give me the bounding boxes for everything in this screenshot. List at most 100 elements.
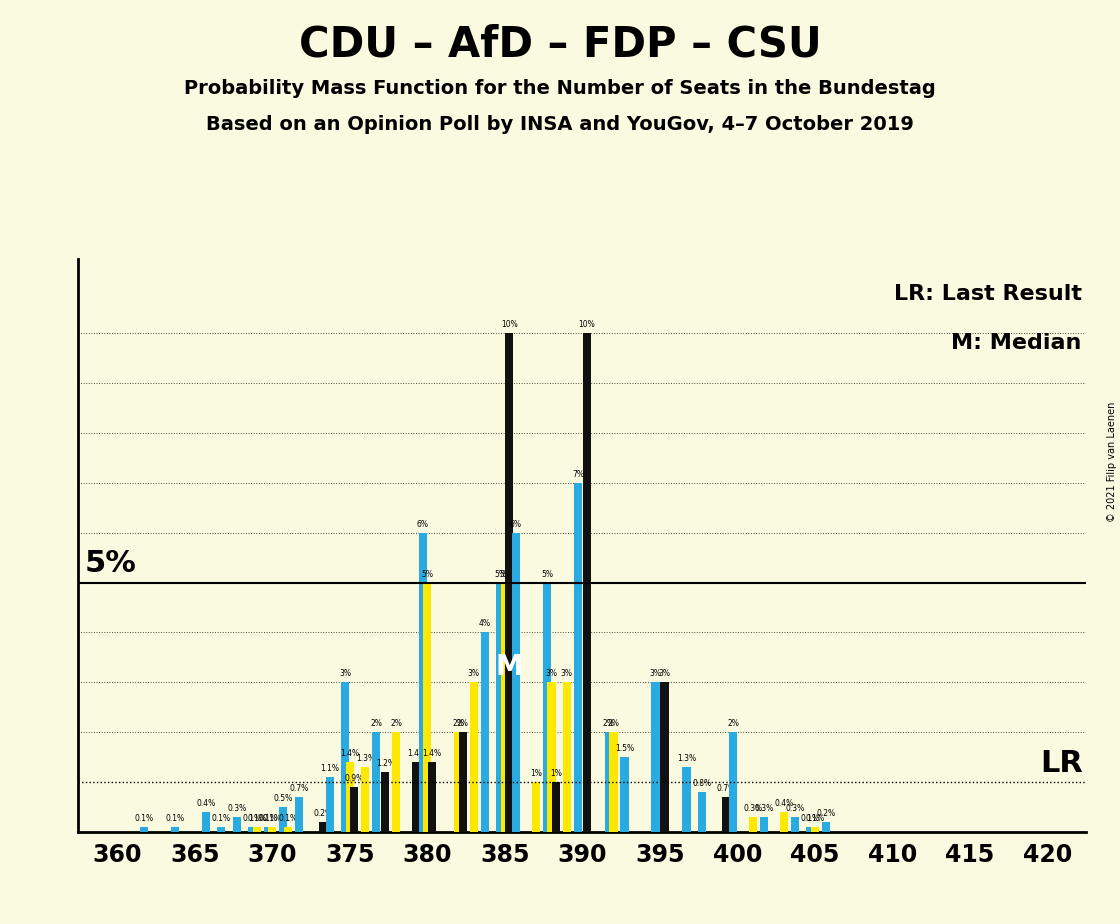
Text: 1.2%: 1.2%: [376, 759, 394, 768]
Bar: [140, 827, 148, 832]
Text: 1.5%: 1.5%: [615, 744, 634, 753]
Bar: [170, 827, 179, 832]
Text: 0.1%: 0.1%: [248, 814, 267, 822]
Bar: [729, 732, 737, 832]
Bar: [496, 582, 504, 832]
Bar: [562, 682, 571, 832]
Text: 0.3%: 0.3%: [227, 804, 246, 813]
Text: 2%: 2%: [727, 719, 739, 728]
Text: 0.3%: 0.3%: [785, 804, 804, 813]
Text: 0.1%: 0.1%: [805, 814, 824, 822]
Bar: [780, 811, 788, 832]
Text: 1.4%: 1.4%: [340, 748, 360, 758]
Text: LR: Last Result: LR: Last Result: [894, 284, 1082, 304]
Text: 3%: 3%: [650, 669, 662, 678]
Text: 0.7%: 0.7%: [717, 784, 736, 793]
Text: 4%: 4%: [479, 619, 491, 628]
Text: 3%: 3%: [545, 669, 558, 678]
Text: 2%: 2%: [607, 719, 619, 728]
Bar: [505, 334, 513, 832]
Text: 0.1%: 0.1%: [801, 814, 820, 822]
Bar: [279, 807, 288, 832]
Bar: [283, 827, 292, 832]
Text: 1.3%: 1.3%: [676, 754, 696, 763]
Text: 0.4%: 0.4%: [196, 798, 215, 808]
Bar: [326, 777, 334, 832]
Text: 0.1%: 0.1%: [165, 814, 185, 822]
Bar: [811, 827, 819, 832]
Text: 6%: 6%: [417, 519, 429, 529]
Text: 5%: 5%: [541, 569, 553, 578]
Bar: [759, 817, 768, 832]
Text: 5%: 5%: [85, 549, 137, 578]
Bar: [552, 782, 560, 832]
Text: 0.3%: 0.3%: [755, 804, 774, 813]
Bar: [419, 533, 427, 832]
Text: 1%: 1%: [530, 769, 542, 778]
Text: 3%: 3%: [659, 669, 671, 678]
Bar: [346, 762, 354, 832]
Text: 2%: 2%: [371, 719, 382, 728]
Bar: [295, 796, 302, 832]
Bar: [806, 827, 814, 832]
Bar: [423, 582, 431, 832]
Text: 3%: 3%: [339, 669, 352, 678]
Bar: [268, 827, 277, 832]
Text: 1.4%: 1.4%: [422, 748, 441, 758]
Text: 1%: 1%: [550, 769, 562, 778]
Text: 3%: 3%: [561, 669, 573, 678]
Text: 0.4%: 0.4%: [774, 798, 794, 808]
Bar: [722, 796, 730, 832]
Text: 2%: 2%: [452, 719, 465, 728]
Text: 0.1%: 0.1%: [134, 814, 153, 822]
Bar: [682, 767, 691, 832]
Bar: [548, 682, 556, 832]
Bar: [459, 732, 467, 832]
Bar: [412, 762, 420, 832]
Bar: [652, 682, 660, 832]
Bar: [822, 821, 830, 832]
Text: 0.1%: 0.1%: [263, 814, 282, 822]
Bar: [249, 827, 256, 832]
Bar: [202, 811, 209, 832]
Bar: [661, 682, 669, 832]
Text: 2%: 2%: [391, 719, 402, 728]
Text: 5%: 5%: [494, 569, 506, 578]
Text: 6%: 6%: [510, 519, 522, 529]
Bar: [392, 732, 401, 832]
Text: 3%: 3%: [468, 669, 479, 678]
Bar: [263, 827, 272, 832]
Bar: [512, 533, 520, 832]
Bar: [605, 732, 613, 832]
Text: 0.9%: 0.9%: [345, 773, 364, 783]
Text: M: M: [495, 653, 523, 681]
Text: 5%: 5%: [421, 569, 433, 578]
Bar: [480, 632, 489, 832]
Bar: [532, 782, 540, 832]
Bar: [469, 682, 478, 832]
Bar: [342, 682, 349, 832]
Text: M: Median: M: Median: [951, 334, 1082, 354]
Bar: [455, 732, 463, 832]
Text: © 2021 Filip van Laenen: © 2021 Filip van Laenen: [1107, 402, 1117, 522]
Bar: [501, 582, 508, 832]
Bar: [609, 732, 617, 832]
Text: 0.1%: 0.1%: [259, 814, 278, 822]
Text: Probability Mass Function for the Number of Seats in the Bundestag: Probability Mass Function for the Number…: [184, 79, 936, 98]
Bar: [428, 762, 436, 832]
Bar: [217, 827, 225, 832]
Text: 0.2%: 0.2%: [816, 808, 836, 818]
Bar: [749, 817, 757, 832]
Bar: [791, 817, 800, 832]
Bar: [351, 786, 358, 832]
Bar: [381, 772, 390, 832]
Text: LR: LR: [1040, 748, 1083, 778]
Text: 2%: 2%: [603, 719, 615, 728]
Bar: [319, 821, 327, 832]
Bar: [372, 732, 381, 832]
Text: 0.8%: 0.8%: [692, 779, 711, 788]
Bar: [233, 817, 241, 832]
Text: 10%: 10%: [501, 321, 517, 330]
Text: 0.3%: 0.3%: [744, 804, 763, 813]
Bar: [543, 582, 551, 832]
